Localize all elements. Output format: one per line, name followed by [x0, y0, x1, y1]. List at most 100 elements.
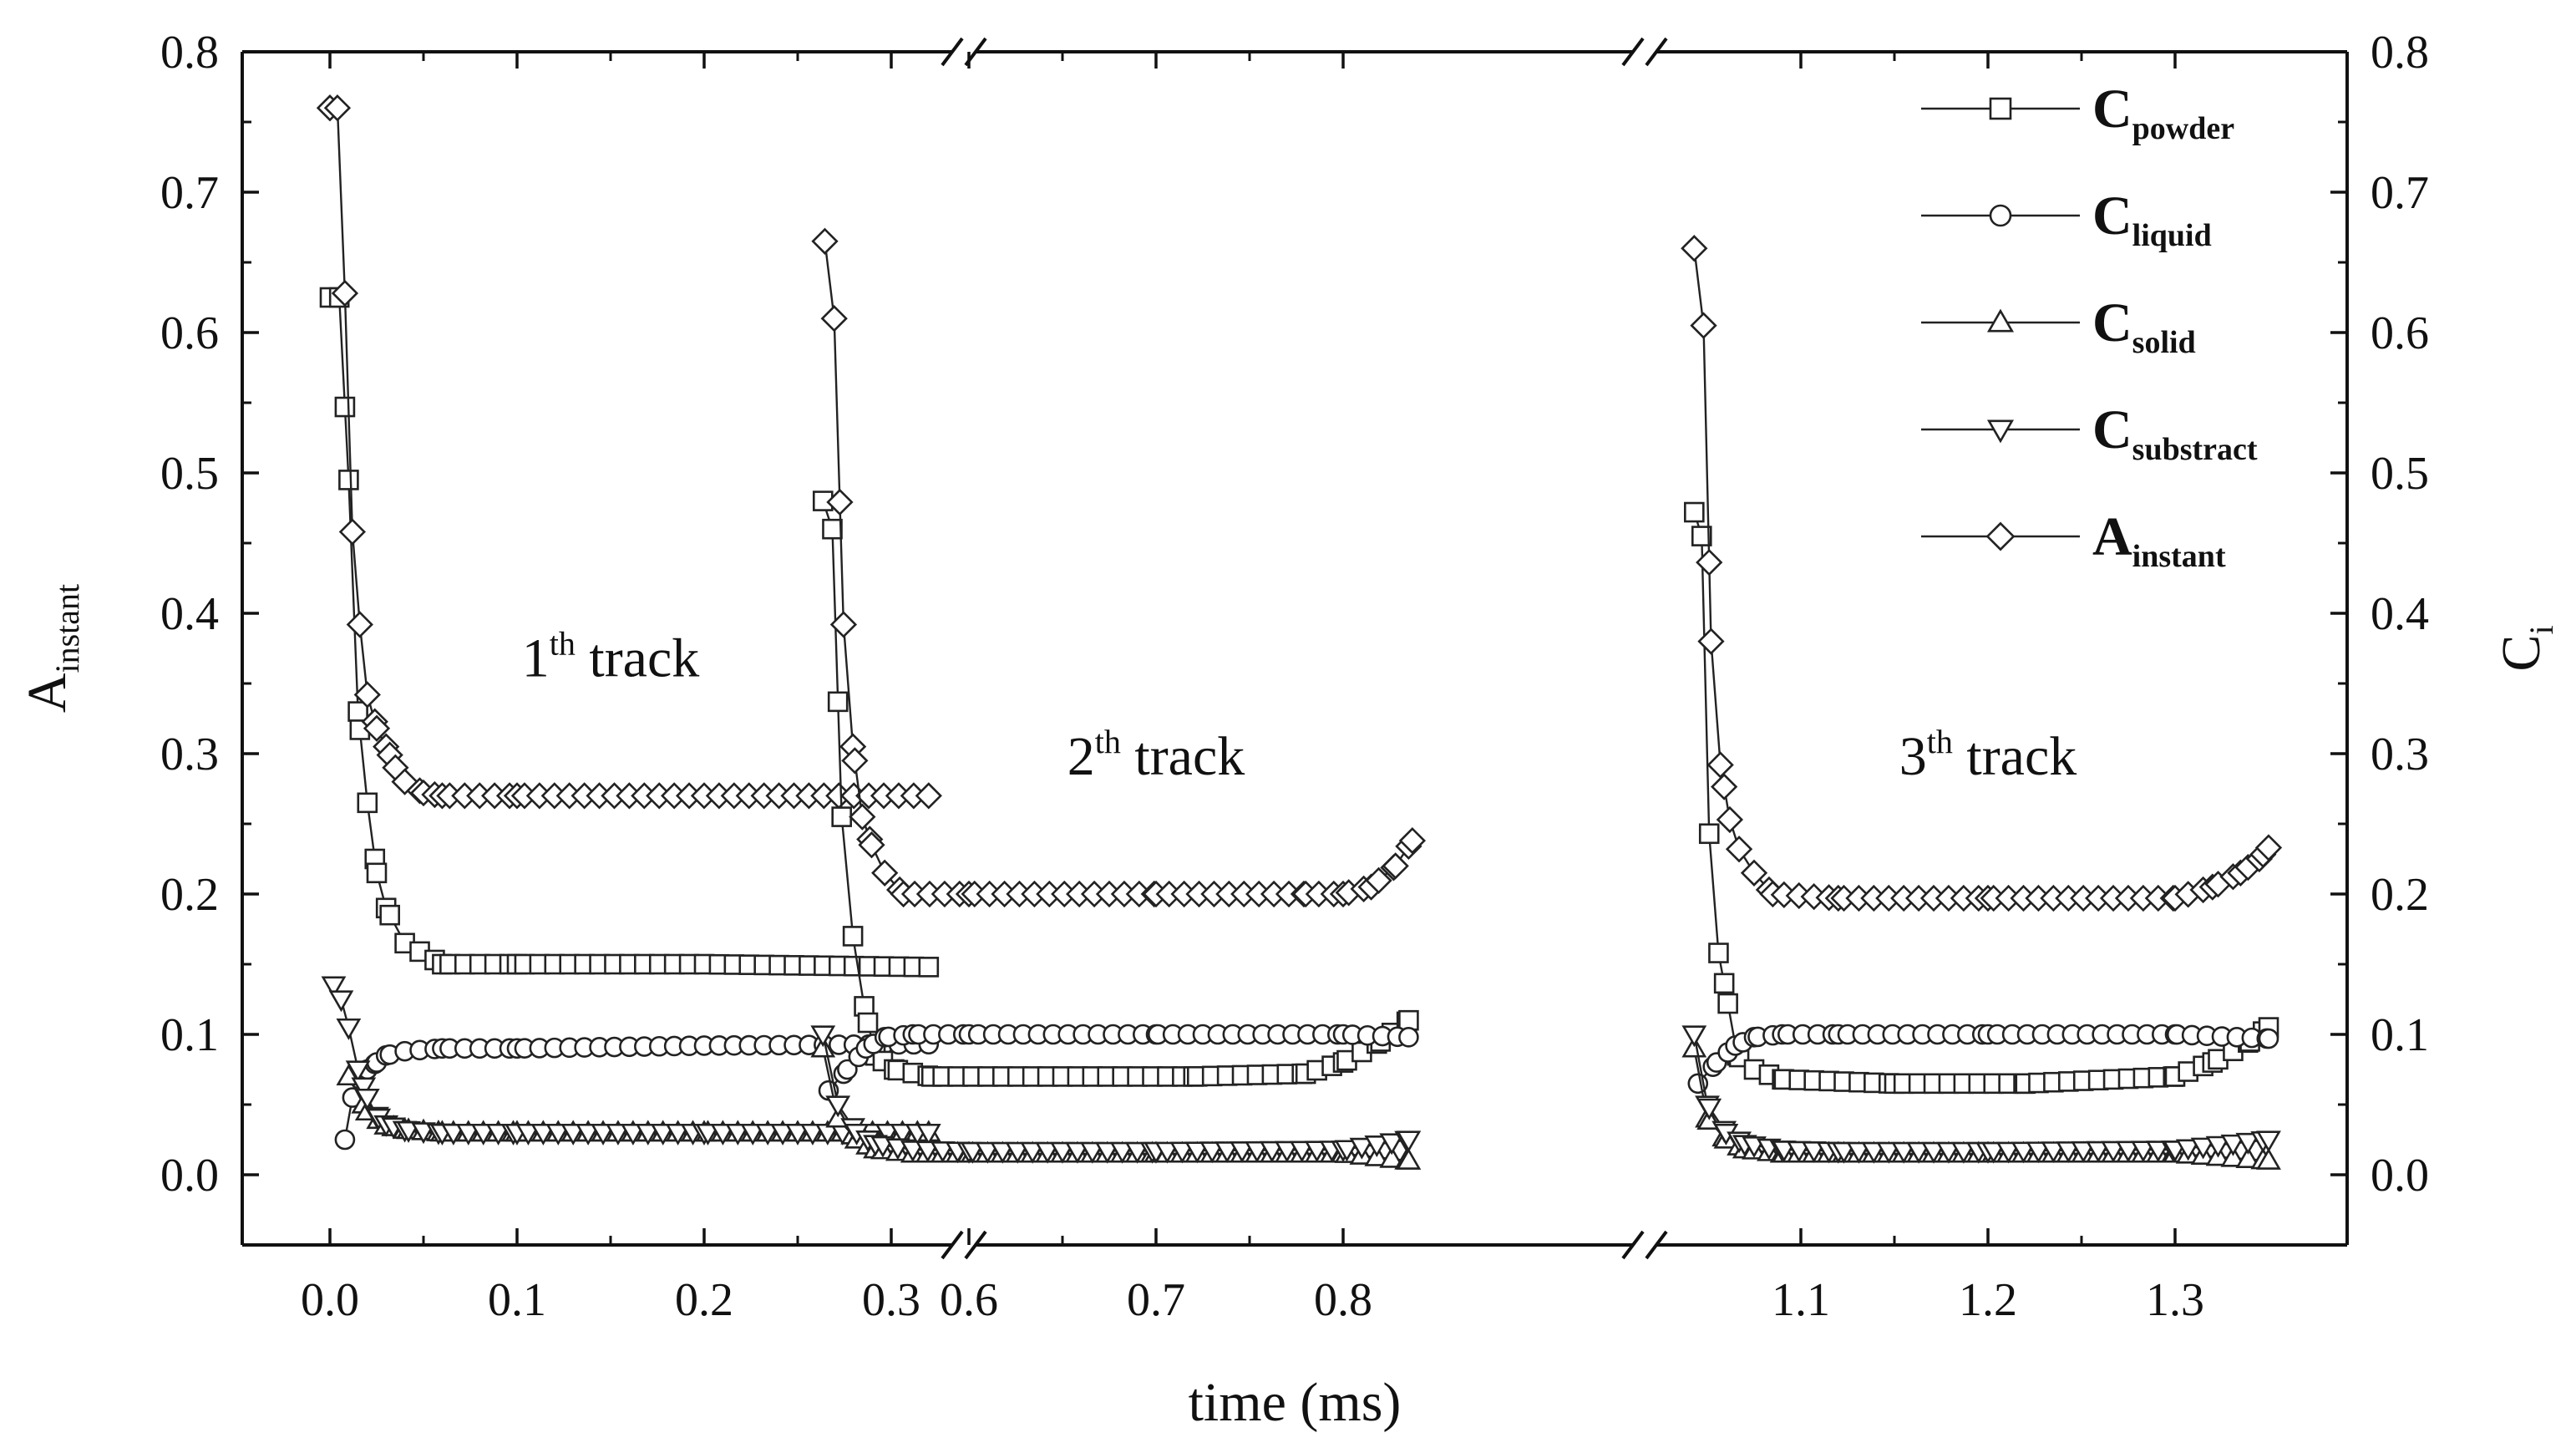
marker-c-liquid	[2258, 1028, 2279, 1049]
track-label-3: 3th track	[1899, 723, 2077, 787]
marker-c-solid	[2256, 1147, 2281, 1170]
marker-c-powder	[1398, 1009, 1419, 1031]
marker-c-substract	[1995, 1141, 2021, 1164]
track-label-number: 2	[1067, 726, 1095, 787]
y-tick-label-left: 0.3	[160, 729, 219, 780]
legend-marker-c-substract	[1986, 419, 2015, 444]
marker-a-instant	[871, 859, 899, 887]
legend-marker-c-liquid	[1989, 204, 2012, 227]
x-tick-label: 0.1	[488, 1274, 546, 1326]
marker-c-substract	[2145, 1141, 2171, 1163]
legend-label-c-liquid: Cliquid	[2092, 185, 2212, 253]
y-tick-label-left: 0.1	[160, 1009, 219, 1061]
marker-c-substract	[960, 1141, 986, 1164]
marker-c-substract	[1035, 1141, 1060, 1164]
marker-c-solid	[1396, 1147, 1422, 1170]
marker-c-powder	[379, 904, 400, 926]
marker-c-substract	[800, 1123, 825, 1146]
track-label-rest: track	[576, 628, 699, 689]
axis-break-mark-1-1-a	[941, 37, 964, 67]
marker-c-substract	[2205, 1135, 2231, 1158]
track-label-sup: th	[1095, 723, 1121, 760]
marker-a-instant	[858, 831, 885, 859]
marker-c-substract	[560, 1123, 586, 1146]
marker-c-powder	[1717, 993, 1738, 1014]
y-tick-label-right: 0.0	[2371, 1150, 2429, 1202]
marker-a-instant	[1716, 805, 1744, 834]
legend-label-main: A	[2092, 506, 2132, 567]
x-tick-label: 0.8	[1314, 1274, 1372, 1326]
marker-c-substract	[336, 1018, 362, 1040]
marker-c-substract	[2056, 1141, 2082, 1163]
axes-layer	[241, 37, 2349, 1260]
marker-c-substract	[1109, 1141, 1135, 1164]
y-tick-label-left: 0.6	[160, 307, 219, 359]
marker-c-substract	[1334, 1140, 1360, 1162]
axis-break-mark-1-2-b	[964, 1230, 987, 1260]
x-axis-title: time (ms)	[1189, 1372, 1402, 1433]
track-label-sup: th	[1927, 723, 1953, 760]
marker-c-substract	[2190, 1137, 2216, 1160]
marker-c-substract	[354, 1088, 380, 1110]
marker-c-substract	[2131, 1141, 2156, 1163]
marker-c-substract	[2256, 1130, 2281, 1153]
legend-label-sub: powder	[2132, 111, 2235, 146]
marker-a-instant	[1740, 859, 1768, 887]
x-tick-label: 0.0	[301, 1274, 359, 1326]
x-tick-label: 0.7	[1127, 1274, 1185, 1326]
marker-a-instant	[1711, 773, 1738, 800]
series-markers-a-instant-track-2	[811, 227, 1427, 908]
marker-c-substract	[695, 1123, 721, 1146]
y-tick-label-left: 0.8	[160, 27, 219, 79]
marker-c-substract	[1980, 1141, 2006, 1164]
marker-c-substract	[1950, 1141, 1976, 1164]
marker-a-instant	[1681, 235, 1708, 262]
legend-label-c-substract: Csubstract	[2092, 399, 2258, 467]
marker-c-substract	[1230, 1141, 1255, 1163]
marker-c-substract	[606, 1123, 631, 1146]
marker-c-powder	[1713, 973, 1735, 994]
marker-c-substract	[1681, 1025, 1707, 1048]
y-tick-label-left: 0.4	[160, 588, 219, 640]
marker-c-powder	[831, 806, 852, 827]
marker-c-substract	[1831, 1141, 1857, 1164]
marker-c-substract	[351, 1077, 377, 1100]
marker-a-instant	[1697, 627, 1725, 655]
marker-c-powder	[822, 518, 843, 540]
axis-break-mark-1-2-a	[941, 1230, 964, 1260]
marker-c-substract	[1005, 1141, 1031, 1164]
marker-c-substract	[2175, 1139, 2201, 1161]
marker-c-substract	[1921, 1141, 1946, 1164]
marker-c-substract	[328, 990, 354, 1013]
marker-c-substract	[2026, 1141, 2051, 1164]
marker-c-substract	[665, 1123, 691, 1146]
track-label-number: 1	[522, 628, 550, 689]
y-tick-label-left: 0.0	[160, 1150, 219, 1202]
marker-c-substract	[825, 1095, 851, 1118]
marker-c-powder	[1698, 823, 1720, 845]
marker-a-instant	[841, 747, 869, 775]
marker-c-substract	[591, 1123, 616, 1146]
marker-c-powder	[357, 792, 378, 814]
legend-marker-a-instant	[1985, 521, 2016, 551]
y-axis-title-right: Ci	[2491, 625, 2560, 671]
marker-c-substract	[810, 1025, 836, 1048]
marker-c-substract	[2041, 1141, 2066, 1164]
marker-c-substract	[515, 1123, 541, 1146]
y-axis-title-left-main: A	[17, 673, 78, 713]
marker-a-instant	[363, 714, 391, 742]
marker-c-substract	[1786, 1141, 1812, 1163]
marker-c-substract	[1289, 1141, 1315, 1163]
marker-c-substract	[1079, 1141, 1105, 1164]
marker-c-substract	[740, 1123, 766, 1146]
marker-c-solid	[2235, 1146, 2261, 1169]
axis-break-mark-2-1-b	[1645, 37, 1668, 67]
axis-break-mark-2-2-a	[1621, 1230, 1645, 1260]
legend-label-sub: substract	[2132, 432, 2258, 467]
marker-c-substract	[635, 1123, 661, 1146]
marker-c-substract	[1876, 1141, 1902, 1164]
marker-c-substract	[1364, 1135, 1390, 1157]
y-tick-label-right: 0.8	[2371, 27, 2429, 79]
y-tick-label-right: 0.1	[2371, 1009, 2429, 1061]
